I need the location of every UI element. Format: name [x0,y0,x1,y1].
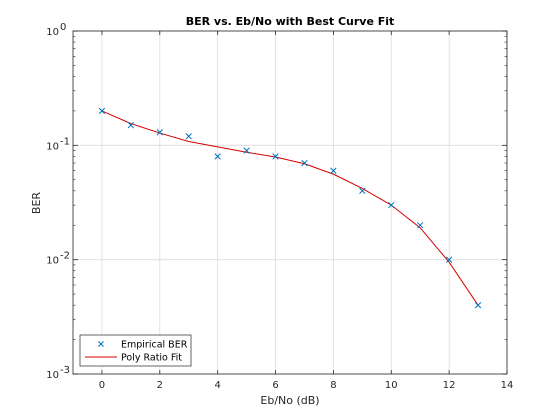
marker-stroke [243,147,250,154]
legend-label-empirical: Empirical BER [121,340,188,351]
x-tick-label: 12 [443,380,456,391]
x-tick-label: 0 [99,380,105,391]
marker-stroke [272,153,279,160]
x-tick-label: 8 [330,380,336,391]
y-axis-label: BER [30,192,43,214]
marker-stroke [388,201,395,209]
empirical-point [388,201,395,209]
chart-title: BER vs. Eb/No with Best Curve Fit [186,15,395,28]
marker-stroke [445,256,453,263]
legend-marker-x-icon [98,341,104,347]
empirical-point [272,153,279,160]
x-tick-labels: 0 2 4 6 8 10 12 14 [99,380,514,391]
empirical-point [127,122,135,129]
y-tick-label: 10 [46,141,59,152]
x-tick-label: 4 [214,380,220,391]
marker-stroke [359,187,366,194]
empirical-point [214,153,221,160]
empirical-point [98,107,106,115]
marker-stroke [301,159,308,167]
marker-stroke [156,129,163,136]
empirical-point [156,129,163,136]
empirical-point [243,147,250,154]
marker-stroke [417,222,424,229]
marker-stroke [474,302,482,309]
empirical-point [301,159,308,167]
legend-label-fit: Poly Ratio Fit [121,353,182,364]
empirical-point [185,133,192,140]
marker-stroke [330,167,337,174]
empirical-point [417,222,424,229]
legend: Empirical BER Poly Ratio Fit [79,334,192,367]
marker-stroke [127,122,135,129]
y-tick-label: 10 [46,370,59,381]
legend-box [79,334,192,367]
marker-stroke [98,107,106,115]
y-tick-exponent: -3 [60,365,70,376]
x-tick-label: 14 [501,380,514,391]
fit-line [101,110,479,306]
x-tick-label: 6 [272,380,278,391]
plot-area [73,31,507,374]
x-tick-label: 10 [385,380,398,391]
y-tick-exponent: 0 [60,22,66,33]
empirical-point [330,167,337,174]
marker-stroke [214,153,221,160]
x-axis-label: Eb/No (dB) [260,394,319,407]
empirical-point [445,256,453,263]
y-tick-label: 10 [46,256,59,267]
x-tick-label: 2 [157,380,163,391]
ticks [73,30,508,375]
empirical-point [359,187,366,194]
fit-series [101,110,479,306]
plot-frame [72,30,508,375]
empirical-point [474,302,482,309]
y-tick-exponent: -2 [60,251,70,262]
y-tick-exponent: -1 [60,136,70,147]
empirical-series [98,107,482,309]
y-tick-label: 10 [46,27,59,38]
marker-stroke [185,133,192,140]
